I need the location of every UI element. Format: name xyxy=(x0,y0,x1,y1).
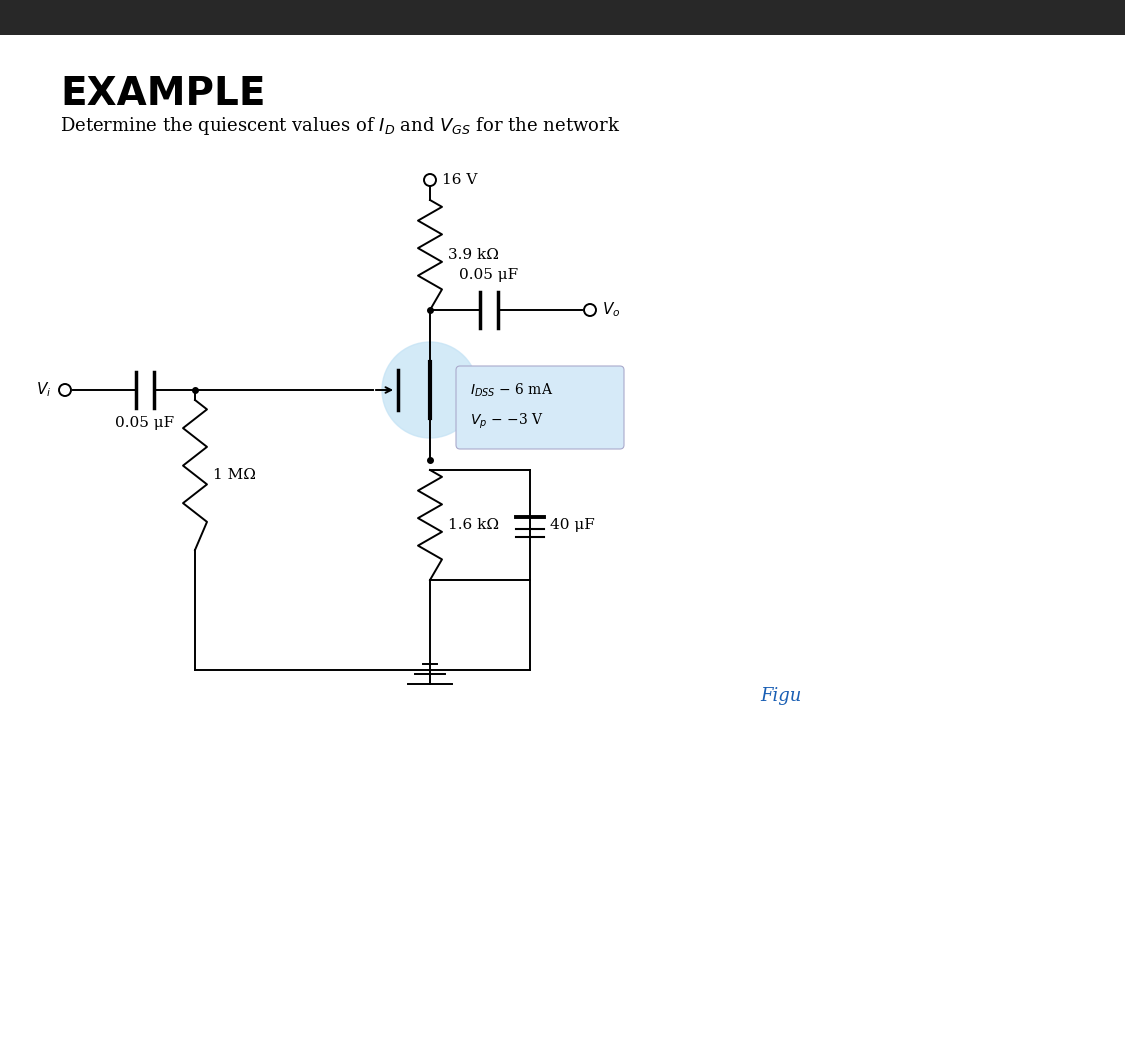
Text: 3.9 kΩ: 3.9 kΩ xyxy=(448,248,498,262)
Text: 0.05 μF: 0.05 μF xyxy=(459,268,519,282)
Text: 1 MΩ: 1 MΩ xyxy=(213,469,255,482)
Text: $V_i$: $V_i$ xyxy=(36,381,51,400)
Circle shape xyxy=(382,342,478,438)
Text: 40 μF: 40 μF xyxy=(550,518,595,532)
Bar xyxy=(0,0,1125,35)
Text: EXAMPLE: EXAMPLE xyxy=(60,75,266,113)
Text: 16 V: 16 V xyxy=(442,173,477,187)
Text: Figu: Figu xyxy=(760,687,801,705)
Text: $V_o$: $V_o$ xyxy=(602,301,621,319)
Text: $V_p$ − −3 V: $V_p$ − −3 V xyxy=(470,412,543,431)
Text: $I_{DSS}$ − 6 mA: $I_{DSS}$ − 6 mA xyxy=(470,382,554,400)
Text: Determine the quiescent values of $I_D$ and $V_{GS}$ for the network: Determine the quiescent values of $I_D$ … xyxy=(60,114,620,137)
Text: 1.6 kΩ: 1.6 kΩ xyxy=(448,518,500,532)
FancyBboxPatch shape xyxy=(456,366,624,449)
Text: 0.05 μF: 0.05 μF xyxy=(116,416,174,430)
